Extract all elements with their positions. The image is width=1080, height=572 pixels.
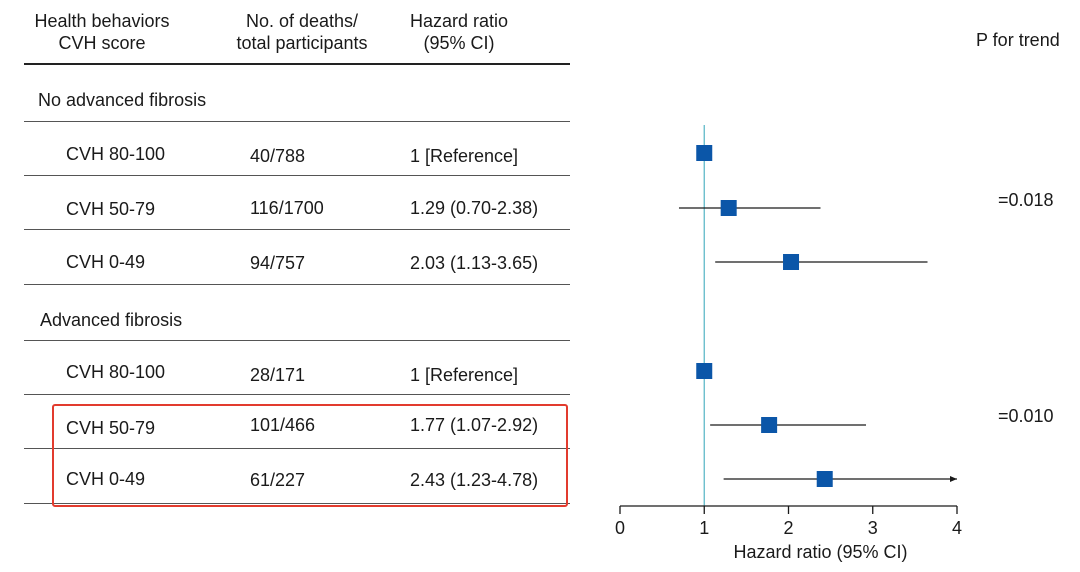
row-divider [24, 229, 570, 230]
hr-marker [761, 417, 778, 433]
hr-marker [816, 471, 833, 487]
hr-marker [720, 200, 737, 216]
row-hazard-ratio: 2.03 (1.13-3.65) [410, 253, 539, 273]
hr-markers [696, 145, 833, 487]
p-trend-value: =0.018 [998, 190, 1054, 210]
row-hazard-ratio: 1 [Reference] [410, 146, 519, 166]
x-axis-label: Hazard ratio (95% CI) [733, 542, 907, 562]
row-divider [24, 175, 570, 176]
x-tick-label: 3 [868, 518, 878, 538]
x-tick-label: 2 [783, 518, 793, 538]
row-divider [24, 448, 570, 449]
hr-marker [783, 254, 800, 270]
x-tick-label: 4 [952, 518, 962, 538]
highlight-box [52, 404, 568, 507]
x-tick-label: 0 [615, 518, 625, 538]
row-hazard-ratio: 1.77 (1.07-2.92) [410, 415, 539, 435]
row-deaths: 101/466 [250, 415, 316, 435]
row-hazard-ratio: 1 [Reference] [410, 365, 519, 385]
group-label-no-advanced-fibrosis: No advanced fibrosis [38, 90, 207, 110]
hr-marker [696, 145, 713, 161]
header-rule [24, 63, 570, 65]
row-divider [24, 394, 570, 395]
row-score: CVH 0-49 [66, 469, 146, 489]
row-score: CVH 50-79 [66, 199, 156, 219]
row-hazard-ratio: 2.43 (1.23-4.78) [410, 470, 539, 490]
row-score: CVH 80-100 [66, 144, 166, 164]
header-health-behaviors: Health behaviors CVH score [34, 11, 170, 53]
row-deaths: 61/227 [250, 470, 306, 490]
row-score: CVH 50-79 [66, 418, 156, 438]
hr-marker [696, 363, 713, 379]
header-deaths: No. of deaths/ total participants [236, 11, 368, 53]
row-divider [24, 340, 570, 341]
x-axis-ticks: 0 1 2 3 4 [615, 506, 962, 538]
row-score: CVH 0-49 [66, 252, 146, 272]
row-hazard-ratio: 1.29 (0.70-2.38) [410, 198, 539, 218]
ci-overflow-arrow [950, 476, 957, 482]
ci-whiskers [678, 207, 957, 482]
group-label-advanced-fibrosis: Advanced fibrosis [40, 310, 183, 330]
x-tick-label: 1 [699, 518, 709, 538]
row-divider [24, 121, 570, 122]
header-hazard-ratio: Hazard ratio (95% CI) [409, 11, 509, 53]
row-score: CVH 80-100 [66, 362, 166, 382]
row-deaths: 116/1700 [250, 198, 324, 218]
p-trend-value: =0.010 [998, 406, 1054, 426]
row-deaths: 40/788 [250, 146, 306, 166]
row-divider [24, 284, 570, 285]
row-divider [24, 503, 570, 504]
header-p-for-trend: P for trend [976, 30, 1060, 50]
row-deaths: 94/757 [250, 253, 306, 273]
row-deaths: 28/171 [250, 365, 306, 385]
